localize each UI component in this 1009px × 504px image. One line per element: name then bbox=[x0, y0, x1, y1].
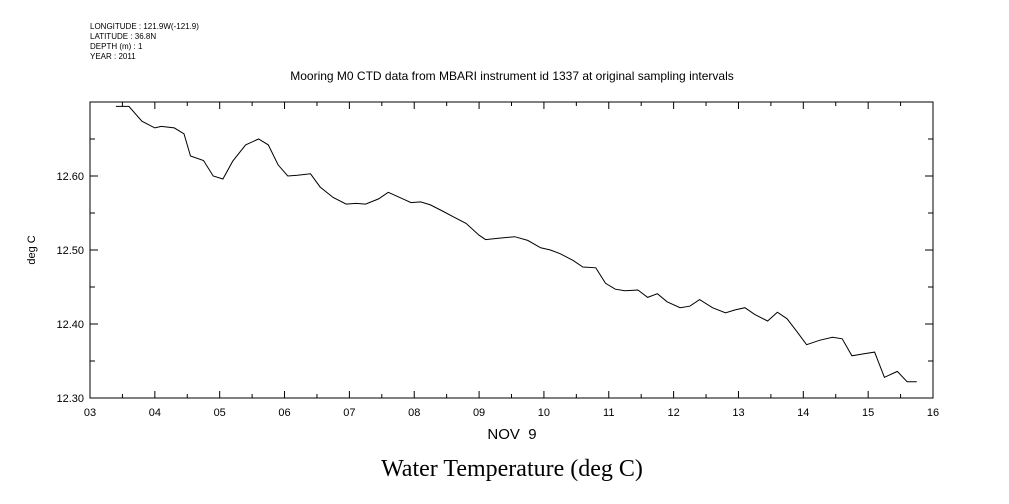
x-tick-label: 05 bbox=[214, 407, 226, 419]
x-tick-label: 11 bbox=[603, 407, 614, 419]
x-tick-label: 15 bbox=[862, 407, 874, 419]
x-tick-label: 16 bbox=[927, 407, 939, 419]
y-axis-label: deg C bbox=[26, 235, 38, 264]
x-tick-label: 07 bbox=[343, 407, 355, 419]
x-tick-label: 08 bbox=[408, 407, 420, 419]
series-line bbox=[115, 105, 917, 383]
longitude-label: LONGITUDE : 121.9W(-121.9) bbox=[90, 22, 199, 31]
metadata-block: LONGITUDE : 121.9W(-121.9) LATITUDE : 36… bbox=[90, 22, 199, 62]
x-tick-label: 12 bbox=[667, 407, 679, 419]
x-tick-labels: 03 04 05 06 07 08 09 10 11 12 13 14 15 16 bbox=[84, 407, 939, 419]
y-tick-labels: 12.30 12.40 12.50 12.60 bbox=[56, 171, 84, 405]
latitude-label: LATITUDE : 36.8N bbox=[90, 32, 157, 41]
x-tick-label: 14 bbox=[797, 407, 809, 419]
x-axis-label: NOV 9 bbox=[487, 426, 536, 443]
y-tick-label: 12.60 bbox=[56, 171, 84, 183]
x-tick-label: 03 bbox=[84, 407, 96, 419]
x-tick-label: 09 bbox=[473, 407, 485, 419]
plot-frame bbox=[89, 101, 934, 399]
year-label: YEAR : 2011 bbox=[90, 52, 136, 61]
x-tick-label: 10 bbox=[538, 407, 550, 419]
x-tick-label: 04 bbox=[149, 407, 161, 419]
y-tick-label: 12.50 bbox=[56, 245, 84, 257]
x-tick-label: 06 bbox=[278, 407, 290, 419]
y-tick-label: 12.30 bbox=[56, 393, 84, 405]
chart-title: Mooring M0 CTD data from MBARI instrumen… bbox=[290, 69, 734, 83]
chart-subtitle: Water Temperature (deg C) bbox=[381, 456, 643, 482]
x-tick-label: 13 bbox=[732, 407, 744, 419]
y-tick-label: 12.40 bbox=[56, 319, 84, 331]
depth-label: DEPTH (m) : 1 bbox=[90, 42, 143, 51]
axis-ticks bbox=[89, 101, 934, 399]
